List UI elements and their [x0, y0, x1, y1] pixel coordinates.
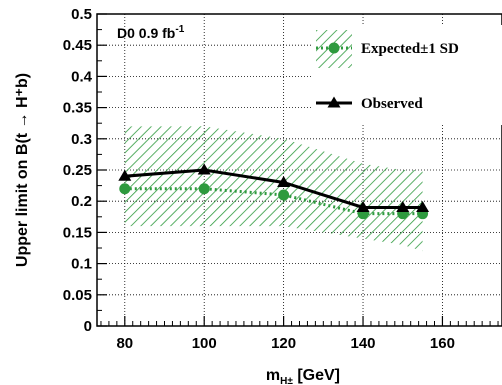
expected-point — [198, 183, 210, 195]
x-tick-label: 160 — [430, 335, 455, 352]
expected-point — [278, 189, 290, 201]
legend-expected-marker — [328, 42, 340, 54]
observed-point — [396, 200, 410, 212]
observed-point — [277, 175, 291, 187]
expected-point — [119, 183, 131, 195]
x-axis-label: mH± [GeV] — [266, 367, 340, 385]
expected-band — [124, 126, 423, 252]
axes: 0 0.05 0.1 0.15 0.2 0.25 0.3 0.35 0.4 0.45 0.5 80 10… — [63, 6, 499, 352]
expected-line — [124, 187, 423, 216]
y-tick-label: 0.45 — [63, 37, 92, 54]
y-tick-label: 0.4 — [71, 68, 93, 85]
x-tick-label: 140 — [351, 335, 376, 352]
y-tick-label: 0.35 — [63, 100, 92, 117]
y-tick-label: 0.15 — [63, 224, 92, 241]
y-tick-label: 0.5 — [71, 6, 92, 23]
y-tick-label: 0.2 — [71, 193, 92, 210]
y-tick-label: 0 — [84, 318, 92, 335]
y-tick-label: 0.25 — [63, 162, 92, 179]
x-axis-label-unit: [GeV] — [293, 367, 340, 384]
annotation-superscript: -1 — [175, 24, 184, 35]
x-tick-label: 80 — [116, 335, 133, 352]
observed-point — [356, 200, 370, 212]
legend: Expected±1 SD Observed — [312, 25, 502, 125]
legend-observed-marker — [327, 96, 341, 108]
x-tick-label: 100 — [192, 335, 217, 352]
observed-point — [416, 200, 430, 212]
legend-expected-label: Expected±1 SD — [361, 41, 459, 57]
x-axis-label-subscript: H± — [280, 376, 293, 385]
annotation-label: D0 0.9 fb-1 — [117, 24, 185, 41]
legend-observed-label: Observed — [361, 96, 423, 112]
observed-point — [197, 163, 211, 175]
x-tick-label: 120 — [271, 335, 296, 352]
observed-point — [118, 169, 132, 181]
y-axis-label: Upper limit on B(t → H⁺b) — [14, 73, 31, 267]
series-layer — [118, 163, 430, 220]
y-tick-label: 0.1 — [71, 256, 92, 273]
y-tick-label: 0.05 — [63, 287, 92, 304]
y-tick-label: 0.3 — [71, 131, 92, 148]
